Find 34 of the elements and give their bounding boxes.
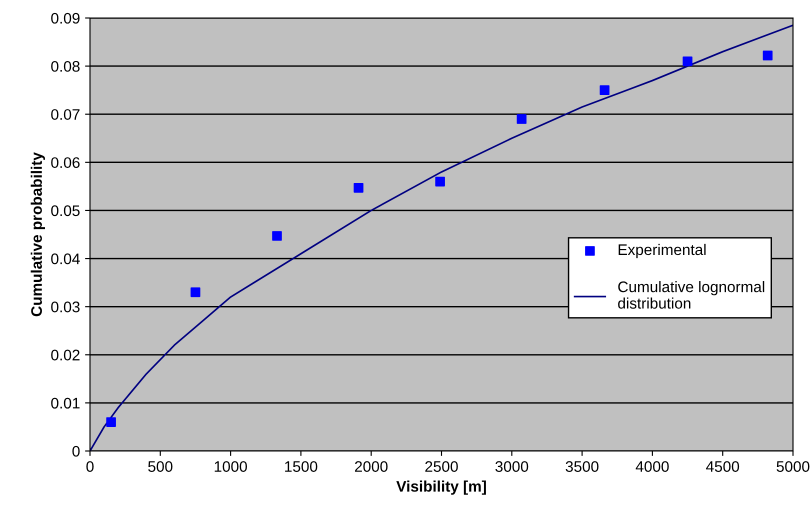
x-tick-label: 4500	[706, 461, 740, 472]
y-tick-label: 0.06	[51, 157, 80, 168]
x-tick-label: 1500	[285, 461, 318, 472]
point	[516, 114, 527, 124]
y-tick-label: 0.03	[51, 302, 80, 312]
point	[272, 231, 282, 241]
y-tick-label: 0.09	[51, 12, 80, 24]
legend-label: Cumulative lognormal distribution	[618, 281, 764, 309]
x-axis-title: Visibility [m]	[396, 480, 486, 495]
x-tick-label: 1000	[214, 461, 247, 472]
point	[762, 50, 773, 60]
point	[682, 56, 692, 66]
y-axis-title: Cumulative probability	[30, 152, 45, 316]
x-tick-label: 5000	[776, 461, 810, 472]
x-tick-label: 3500	[566, 461, 598, 472]
x-tick-label: 500	[148, 461, 172, 472]
point	[354, 182, 364, 193]
x-tick-label: 2500	[425, 461, 458, 472]
y-tick-label: 0	[72, 446, 80, 457]
x-tick-label: 2000	[354, 461, 388, 472]
y-tick-label: 0.08	[51, 60, 80, 72]
y-tick-label: 0.01	[51, 398, 80, 409]
y-tick-label: 0.02	[51, 350, 80, 360]
y-tick-label: 0.05	[51, 205, 80, 216]
x-tick-label: 4000	[636, 461, 669, 472]
y-tick-label: 0.04	[51, 253, 80, 264]
point	[190, 287, 200, 298]
point	[435, 176, 445, 186]
x-tick-label: 3000	[495, 461, 528, 472]
point	[106, 417, 116, 427]
y-tick-label: 0.07	[51, 109, 80, 120]
legend-label: Experimental	[618, 244, 706, 258]
point	[600, 85, 610, 96]
x-tick-label: 0	[86, 461, 94, 472]
